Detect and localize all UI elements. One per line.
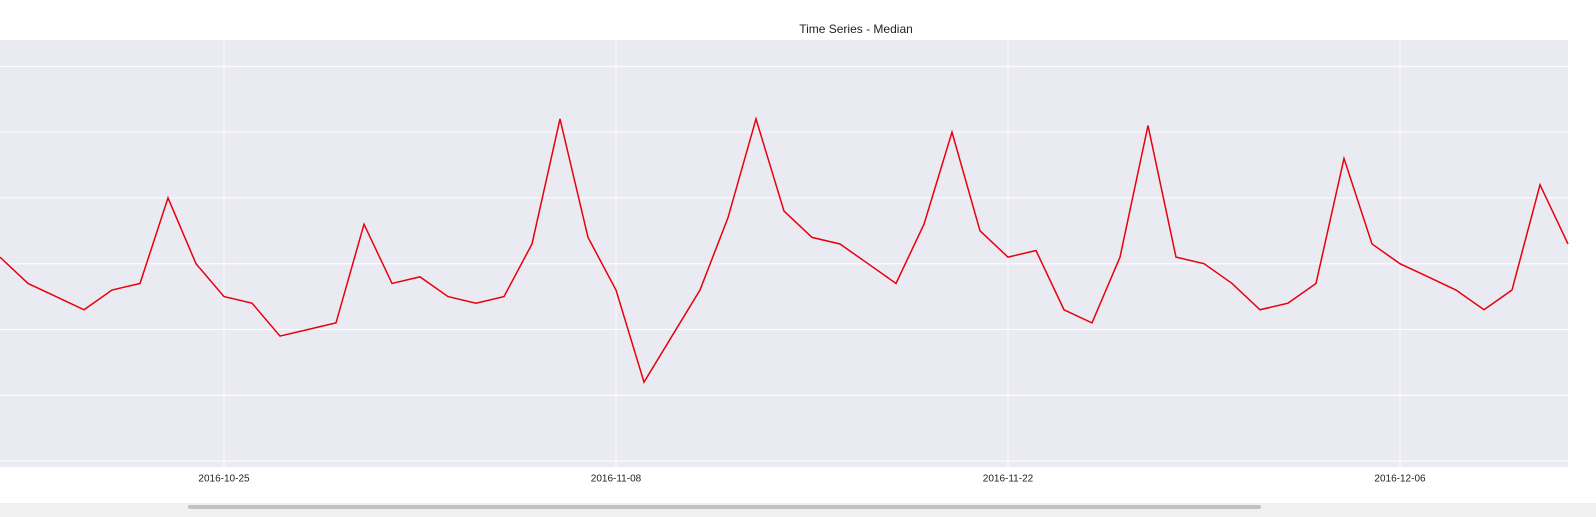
x-tick-label: 2016-11-08 [591,474,642,485]
x-tick-label: 2016-11-22 [983,474,1034,485]
grid [0,40,1568,467]
x-tick-label: 2016-10-25 [198,474,250,485]
plot-area [0,40,1568,467]
chart-title: Time Series - Median [799,22,913,36]
scrollbar-thumb[interactable] [188,505,1261,509]
line [0,116,1569,384]
x-tick-label: 2016-12-06 [1374,474,1426,485]
